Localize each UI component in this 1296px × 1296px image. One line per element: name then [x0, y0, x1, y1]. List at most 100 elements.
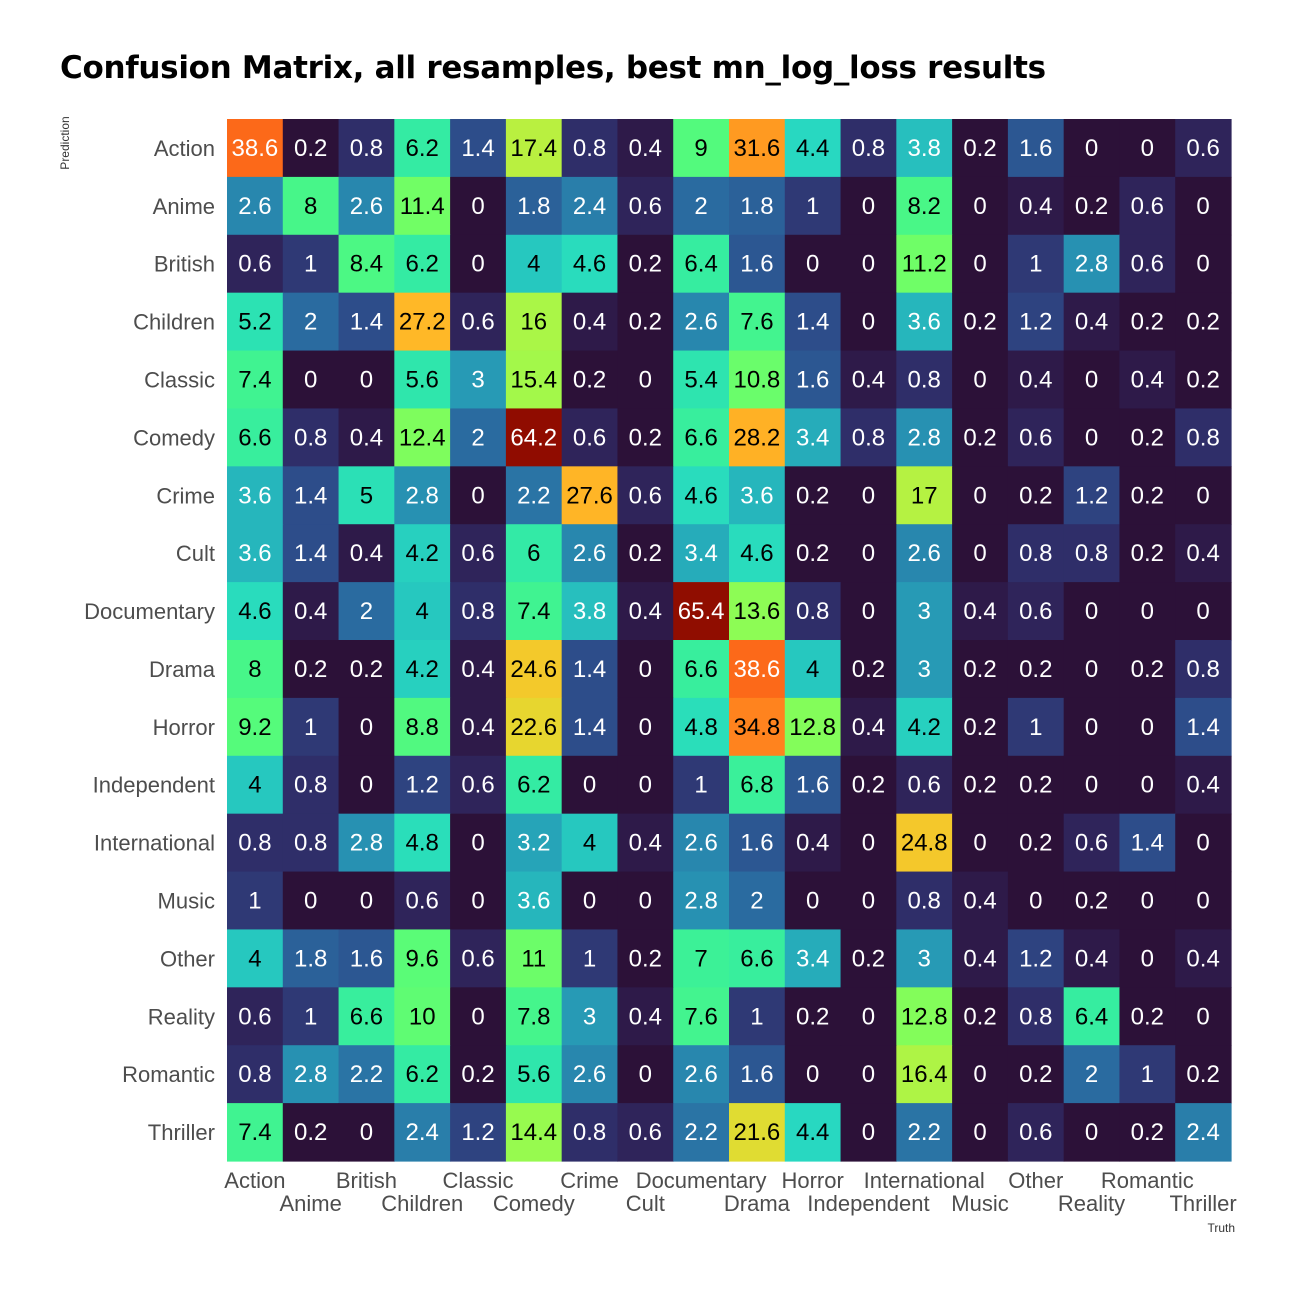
cell-value-label: 1.6 [1019, 135, 1052, 162]
heatmap-cell [784, 350, 842, 410]
heatmap-cell [1007, 813, 1065, 873]
cell-value-label: 0.4 [350, 424, 383, 451]
cell-value-label: 6.4 [1075, 1003, 1108, 1030]
heatmap-cell [338, 640, 395, 699]
cell-value-label: 1.8 [740, 193, 773, 220]
cell-value-label: 0.2 [573, 367, 606, 394]
cell-value-label: 24.6 [510, 656, 557, 683]
heatmap-cell [561, 234, 619, 294]
cell-value-label: 0 [862, 193, 875, 220]
cell-value-label: 0.6 [629, 193, 662, 220]
cell-value-label: 0 [471, 482, 484, 509]
cell-value-label: 0 [862, 1003, 875, 1030]
heatmap-cell [952, 466, 1009, 525]
cell-value-label: 0.2 [629, 424, 662, 451]
cell-value-label: 1.6 [796, 772, 829, 799]
heatmap-cell [561, 813, 619, 873]
heatmap-cell [952, 871, 1009, 931]
heatmap-cell [1007, 1103, 1065, 1162]
cell-value-label: 7.6 [740, 309, 773, 336]
heatmap-cell [1175, 524, 1232, 583]
cell-value-label: 0 [583, 888, 596, 915]
cell-value-label: 0 [862, 598, 875, 625]
cell-value-label: 0.8 [294, 424, 327, 451]
cell-value-label: 0.4 [573, 309, 606, 336]
cell-value-label: 0 [1085, 1119, 1098, 1146]
cell-value-label: 0.4 [1019, 367, 1052, 394]
cell-value-label: 0 [973, 482, 986, 509]
heatmap-cell [729, 582, 786, 641]
cell-value-label: 4 [248, 945, 261, 972]
cell-value-label: 0.6 [629, 1119, 662, 1146]
cell-value-label: 2.4 [1186, 1119, 1219, 1146]
cell-value-label: 0 [1085, 714, 1098, 741]
heatmap-cell [338, 697, 395, 757]
heatmap-cell [282, 466, 340, 525]
cell-value-label: 0.6 [461, 540, 494, 567]
y-tick-label: Romantic [122, 1062, 215, 1087]
cell-value-label: 4.2 [406, 656, 439, 683]
heatmap-cell [729, 929, 786, 988]
heatmap-cell [450, 582, 507, 641]
cell-value-label: 6.2 [406, 251, 439, 278]
heatmap-cell [1007, 697, 1065, 757]
y-tick-label: Classic [144, 368, 215, 393]
cell-value-label: 21.6 [734, 1119, 781, 1146]
heatmap-cell [952, 292, 1009, 352]
heatmap-cell [394, 1045, 451, 1104]
heatmap-cell [673, 119, 730, 178]
cell-value-label: 34.8 [734, 714, 781, 741]
cell-value-label: 1.2 [1019, 309, 1052, 336]
cell-value-label: 0.2 [963, 772, 996, 799]
heatmap-cell [561, 466, 619, 525]
heatmap-cell [617, 929, 674, 988]
heatmap-cell [617, 466, 674, 525]
heatmap-cell [1175, 755, 1232, 815]
heatmap-cell [1063, 408, 1121, 467]
heatmap-cell [227, 524, 284, 583]
heatmap-cell [617, 176, 674, 236]
cell-value-label: 7.4 [238, 367, 271, 394]
cell-value-label: 0.2 [629, 251, 662, 278]
cell-value-label: 12.4 [399, 424, 446, 451]
cell-value-label: 2.6 [238, 193, 271, 220]
heatmap-cell [1175, 582, 1232, 641]
heatmap-cell [1063, 813, 1121, 873]
cell-value-label: 0.8 [1075, 540, 1108, 567]
cell-value-label: 11.2 [902, 251, 947, 278]
cell-value-label: 1 [583, 945, 596, 972]
heatmap-cell [338, 350, 395, 410]
heatmap-cell [1119, 813, 1176, 873]
cell-value-label: 0.6 [461, 945, 494, 972]
cell-value-label: 1 [304, 714, 317, 741]
cell-value-label: 0.2 [852, 945, 885, 972]
cell-value-label: 24.8 [901, 830, 948, 857]
heatmap-cell [784, 640, 842, 699]
cell-value-label: 7.8 [517, 1003, 550, 1030]
cell-value-label: 2.8 [1075, 251, 1108, 278]
cell-value-label: 2.8 [908, 424, 941, 451]
heatmap-cell [617, 987, 674, 1046]
cell-value-label: 1.2 [461, 1119, 494, 1146]
cell-value-label: 0.8 [852, 424, 885, 451]
cell-value-label: 0 [1196, 598, 1209, 625]
heatmap-cell [784, 524, 842, 583]
heatmap-cell [1007, 292, 1065, 352]
heatmap-cell [338, 871, 395, 931]
cell-value-label: 1.6 [796, 367, 829, 394]
heatmap-cell [282, 640, 340, 699]
cell-value-label: 0.2 [1131, 1003, 1164, 1030]
heatmap-cell [450, 408, 507, 467]
cell-value-label: 0.2 [963, 424, 996, 451]
cell-value-label: 9.6 [406, 945, 439, 972]
heatmap-cell [227, 292, 284, 352]
cell-value-label: 0 [1196, 830, 1209, 857]
cell-value-label: 0.8 [294, 772, 327, 799]
cell-value-label: 0.6 [1131, 193, 1164, 220]
heatmap-cell [1119, 1045, 1176, 1104]
heatmap-cell [505, 1103, 563, 1162]
heatmap-cell [896, 582, 953, 641]
cell-value-label: 3.6 [238, 482, 271, 509]
heatmap-cell [505, 292, 563, 352]
heatmap-cell [450, 697, 507, 757]
